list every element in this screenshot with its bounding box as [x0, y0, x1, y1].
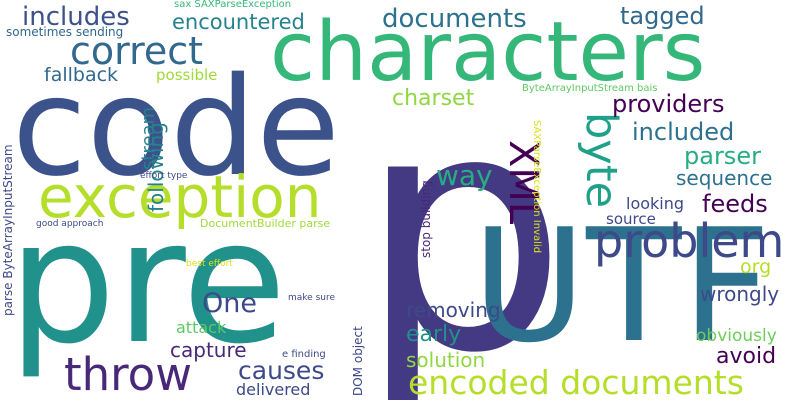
word-providers: providers — [612, 90, 725, 118]
word-looking: looking — [626, 194, 685, 213]
word-wrongly: wrongly — [700, 282, 780, 306]
word-code: code — [12, 49, 340, 207]
word-pre: pre — [8, 184, 287, 382]
word-byte: byte — [576, 112, 626, 209]
word-way: way — [436, 159, 493, 192]
word-p: p — [358, 41, 568, 400]
word-bytearrayinputstream-bais: ByteArrayInputStream bais — [522, 83, 658, 94]
word-one: One — [202, 288, 257, 319]
word-documents: documents — [382, 4, 527, 34]
word-correct: correct — [70, 29, 204, 73]
word-e-finding: e finding — [282, 349, 326, 360]
word-feeds: feeds — [702, 190, 768, 218]
word-early: early — [406, 322, 462, 347]
word-removing: removing — [406, 298, 501, 322]
word-org: org — [740, 256, 772, 278]
word-sequence: sequence — [676, 166, 773, 190]
word-encountered: encountered — [172, 10, 305, 34]
word-avoid: avoid — [716, 344, 777, 369]
word-stream: stream — [138, 106, 159, 170]
word-attack: attack — [176, 318, 227, 337]
word-characters: characters — [270, 5, 706, 100]
word-dom-object: DOM object — [351, 326, 365, 396]
word-stop-building: stop building — [419, 180, 433, 258]
word-exception: exception — [38, 163, 322, 231]
word-includes: includes — [22, 2, 130, 32]
word-solution: solution — [406, 348, 486, 372]
word-possible: possible — [156, 66, 218, 84]
word-source: source — [606, 210, 656, 228]
word-best-effort: best effort — [186, 259, 233, 269]
word-causes: causes — [238, 356, 325, 385]
word-documentbuilder-parse: DocumentBuilder parse — [200, 217, 331, 230]
word-parse-bytearrayinputstream: parse ByteArrayInputStream — [1, 144, 15, 316]
word-saxparseexception-invalid: SAXParseException Invalid — [531, 120, 542, 254]
word-tagged: tagged — [620, 2, 705, 30]
word-throw: throw — [64, 348, 193, 400]
word-fallback: fallback — [44, 64, 119, 86]
word-utf: UTF — [472, 195, 772, 377]
word-parser: parser — [684, 142, 761, 170]
word-problem: problem — [594, 214, 785, 268]
word-obviously: obviously — [696, 326, 777, 346]
word-sometimes-sending: sometimes sending — [6, 25, 124, 39]
word-delivered: delivered — [236, 380, 311, 399]
word-make-sure: make sure — [288, 293, 336, 303]
word-good-approach: good approach — [36, 219, 104, 229]
word-capture: capture — [170, 338, 247, 362]
word-included: included — [632, 118, 735, 146]
word-sax-saxparseexception: sax SAXParseException — [174, 0, 292, 10]
word-charset: charset — [392, 86, 475, 111]
word-effort-type: effort type — [140, 171, 188, 181]
word-encoded-documents: encoded documents — [408, 363, 744, 400]
